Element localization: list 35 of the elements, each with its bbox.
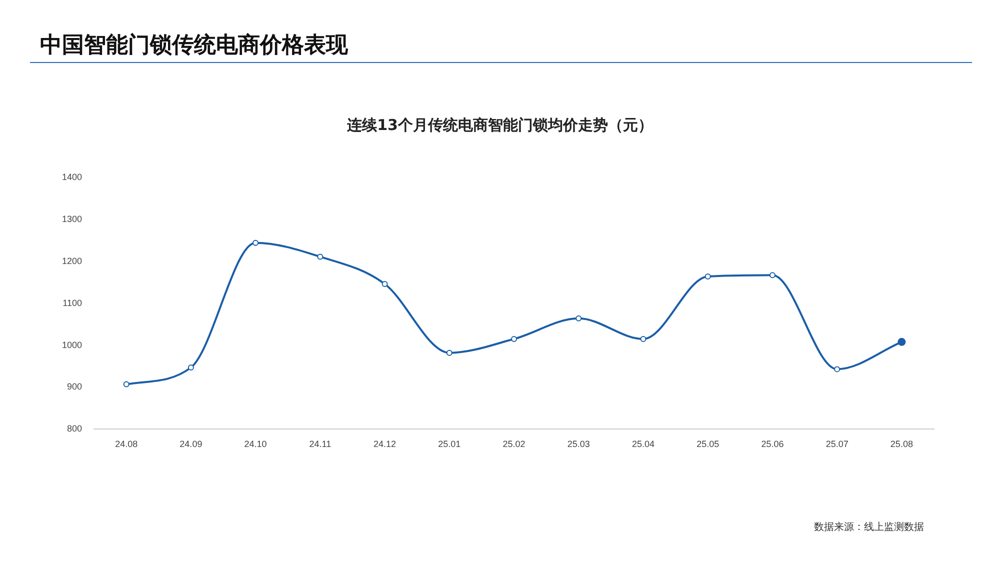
- y-tick-label: 1300: [62, 214, 82, 224]
- chart-title: 中国智能门锁传统电商价格表现: [40, 32, 348, 60]
- point: [382, 280, 388, 287]
- point: [123, 381, 130, 388]
- x-tick-label: 25.08: [890, 439, 913, 450]
- x-tick-label: 25.02: [502, 439, 526, 450]
- point: [188, 364, 194, 371]
- x-tick-label: 24.10: [244, 439, 267, 450]
- y-tick-label: 1000: [62, 340, 82, 350]
- x-tick-label: 24.09: [180, 439, 202, 450]
- y-tick-label: 800: [66, 424, 82, 434]
- point: [704, 273, 711, 280]
- x-tick-label: 25.04: [632, 439, 655, 450]
- point: [769, 272, 776, 278]
- point: [640, 336, 646, 342]
- point: [446, 350, 452, 356]
- point: [511, 336, 518, 342]
- source-note: 数据来源：线上监测数据: [814, 520, 924, 534]
- y-tick-label: 900: [66, 382, 82, 392]
- x-tick-label: 25.05: [696, 439, 720, 450]
- point: [317, 254, 324, 260]
- x-tick-label: 25.07: [826, 439, 848, 450]
- x-tick-label: 24.11: [309, 439, 332, 450]
- y-tick-label: 1400: [62, 172, 82, 182]
- x-tick-label: 25.03: [567, 439, 590, 450]
- point: [576, 315, 582, 322]
- chart-subtitle: 连续13个月传统电商智能门锁均价走势（元）: [346, 116, 654, 135]
- y-tick-label: 1100: [62, 298, 82, 308]
- point: [834, 366, 840, 372]
- x-tick-label: 25.06: [761, 439, 784, 450]
- point: [252, 240, 259, 246]
- x-tick-label: 25.01: [438, 439, 461, 450]
- x-tick-label: 24.12: [374, 439, 396, 450]
- x-tick-label: 24.08: [115, 439, 138, 450]
- y-tick-label: 1200: [62, 256, 82, 266]
